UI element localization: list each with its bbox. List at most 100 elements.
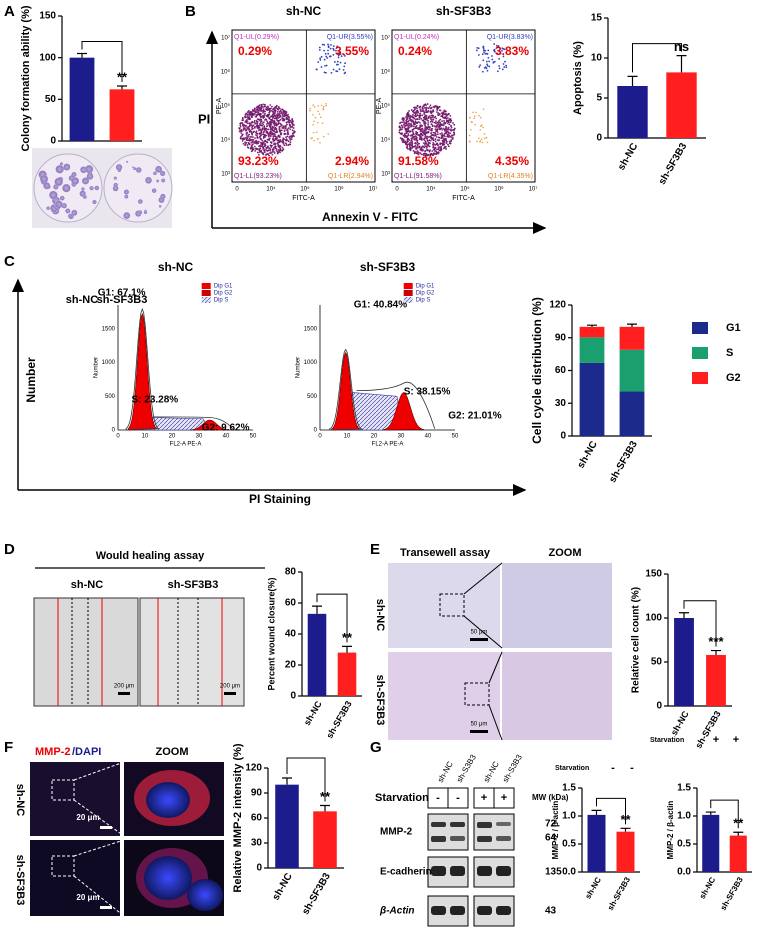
event-dot	[265, 134, 267, 137]
event-dot	[269, 126, 272, 129]
event-dot	[438, 139, 441, 142]
event-dot	[259, 135, 262, 138]
event-dot	[410, 148, 412, 150]
error-bar	[705, 811, 716, 815]
x-tick-label: 20	[169, 434, 176, 440]
event-dot	[255, 134, 257, 136]
event-dot	[293, 124, 295, 126]
event-dot	[430, 137, 433, 140]
event-dot	[271, 150, 274, 153]
event-dot	[312, 113, 314, 116]
significance-bracket	[316, 593, 348, 643]
event-dot	[269, 128, 272, 131]
event-dot	[406, 145, 409, 148]
event-dot	[414, 115, 417, 118]
event-dot	[439, 125, 441, 128]
event-dot	[279, 145, 282, 148]
event-dot	[421, 148, 424, 151]
event-dot	[424, 114, 427, 117]
scale-label: 20 μm	[76, 813, 99, 822]
event-dot	[258, 113, 261, 116]
y-axis-title: Percent wound closure(%)	[266, 577, 276, 690]
event-dot	[410, 109, 413, 111]
event-dot	[446, 113, 448, 116]
event-dot	[426, 140, 429, 143]
event-dot	[432, 146, 435, 149]
colony	[81, 177, 90, 185]
error-bar	[676, 55, 687, 73]
event-dot	[325, 64, 328, 67]
event-dot	[330, 72, 333, 74]
band-label: β-Actin	[379, 906, 415, 917]
event-dot	[435, 111, 438, 113]
event-dot	[427, 131, 429, 133]
event-dot	[325, 55, 328, 58]
event-dot	[421, 107, 424, 110]
event-dot	[437, 151, 440, 153]
event-dot	[423, 137, 426, 140]
bar-segment	[579, 362, 605, 436]
event-dot	[439, 121, 442, 124]
event-dot	[412, 120, 415, 123]
event-dot	[476, 140, 478, 143]
event-dot	[482, 126, 484, 129]
event-dot	[287, 133, 290, 136]
event-dot	[424, 116, 427, 118]
colony	[89, 186, 94, 191]
event-dot	[242, 137, 245, 140]
event-dot	[470, 120, 473, 123]
event-dot	[268, 117, 271, 120]
bar-segment	[619, 326, 645, 350]
x-tick-label: 50	[250, 434, 257, 440]
event-dot	[450, 134, 453, 137]
y-axis-title: Cell cycle distribution (%)	[530, 297, 544, 444]
y-axis-title: Relative MMP-2 intensity (%)	[232, 743, 244, 892]
event-dot	[288, 136, 291, 138]
event-dot	[283, 129, 286, 132]
plot-title: sh-SF3B3	[360, 260, 416, 274]
event-dot	[251, 116, 253, 119]
event-dot	[320, 66, 323, 68]
legend-label: G2	[726, 372, 741, 384]
event-dot	[418, 134, 421, 136]
event-dot	[418, 142, 420, 145]
event-dot	[415, 137, 418, 140]
y-tick-label: 0.0	[562, 867, 576, 878]
event-dot	[420, 153, 423, 156]
event-dot	[332, 49, 335, 51]
event-dot	[413, 135, 415, 138]
event-dot	[418, 145, 421, 148]
event-dot	[417, 111, 420, 114]
event-dot	[433, 121, 436, 124]
event-dot	[427, 122, 430, 124]
event-dot	[271, 119, 274, 122]
x-tick-label: 30	[398, 434, 405, 440]
significance-label: **	[320, 789, 331, 804]
event-dot	[401, 121, 404, 124]
event-dot	[327, 52, 330, 55]
event-dot	[256, 122, 259, 125]
event-dot	[424, 124, 426, 127]
event-dot	[279, 123, 282, 126]
plot-title: sh-SF3B3	[436, 4, 492, 18]
event-dot	[319, 57, 321, 60]
event-dot	[323, 43, 326, 46]
event-dot	[254, 142, 257, 145]
event-dot	[269, 125, 271, 128]
event-dot	[487, 49, 490, 52]
event-dot	[427, 123, 430, 126]
y-tick-label: 150	[39, 11, 56, 22]
event-dot	[453, 133, 456, 136]
event-dot	[285, 136, 287, 139]
event-dot	[255, 115, 258, 118]
event-dot	[279, 115, 282, 118]
event-dot	[407, 120, 410, 123]
event-dot	[262, 103, 265, 106]
condition-sign: +	[501, 792, 507, 804]
event-dot	[432, 118, 435, 121]
significance-label: **	[342, 630, 353, 645]
event-dot	[431, 150, 434, 152]
bar	[275, 784, 299, 868]
event-dot	[254, 122, 257, 125]
event-dot	[289, 141, 292, 144]
